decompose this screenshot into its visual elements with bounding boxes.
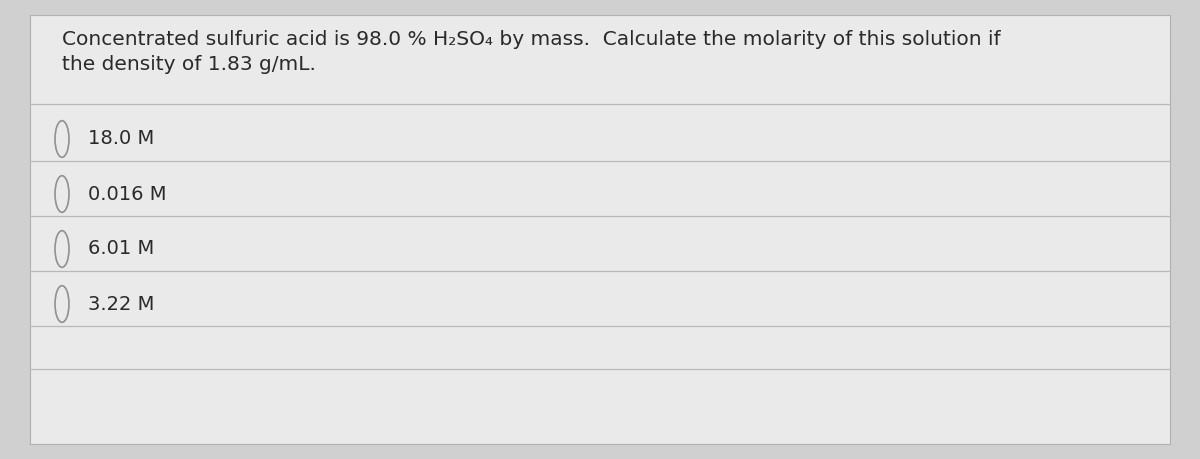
Text: 3.22 M: 3.22 M — [88, 295, 155, 313]
Text: the density of 1.83 g/mL.: the density of 1.83 g/mL. — [62, 55, 316, 74]
Text: 18.0 M: 18.0 M — [88, 129, 155, 149]
Text: 0.016 M: 0.016 M — [88, 185, 167, 203]
Text: 6.01 M: 6.01 M — [88, 240, 155, 258]
Text: Concentrated sulfuric acid is 98.0 % H₂SO₄ by mass.  Calculate the molarity of t: Concentrated sulfuric acid is 98.0 % H₂S… — [62, 30, 1001, 49]
